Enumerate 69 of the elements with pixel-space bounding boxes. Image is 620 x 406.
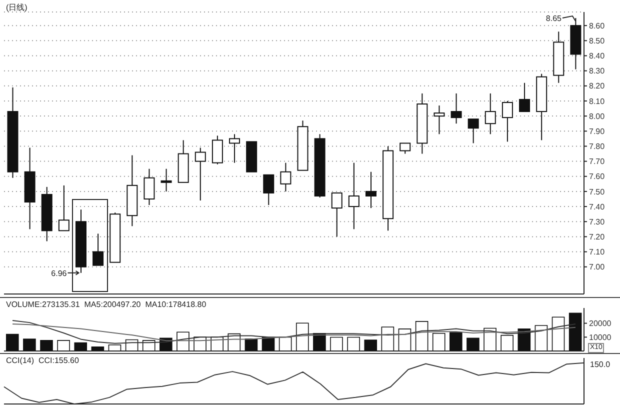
- y-tick-label: 7.00: [589, 262, 606, 272]
- y-tick-label: 7.30: [589, 217, 606, 226]
- candlestick: [484, 92, 496, 135]
- candlestick: [450, 92, 462, 124]
- y-tick-label: 8.40: [589, 52, 606, 61]
- line-series: [12, 323, 576, 342]
- bar: [552, 316, 565, 351]
- candlestick: [331, 192, 342, 238]
- bar: [398, 328, 412, 351]
- chart-title: CCI(14) CCI:155.60: [6, 356, 79, 365]
- bar: [108, 344, 122, 351]
- candlestick: [92, 233, 104, 266]
- text: 150.0: [590, 360, 610, 369]
- chart-title: (日线): [6, 2, 28, 13]
- candlestick: [160, 168, 172, 192]
- candlestick: [194, 147, 206, 202]
- bar: [415, 321, 428, 351]
- y-tick-label: 8.10: [589, 96, 606, 106]
- bar: [364, 340, 378, 351]
- y-tick-label: 8.50: [589, 36, 606, 46]
- candlestick: [502, 100, 513, 142]
- line-series: [12, 320, 576, 344]
- chart-title: VOLUME:273135.31 MA5:200497.20 MA10:178418.80: [6, 300, 206, 309]
- bar: [500, 334, 514, 351]
- annotation: 8.65: [546, 14, 562, 24]
- candlestick: [519, 82, 530, 112]
- bar: [568, 312, 582, 351]
- y-tick-label: 7.70: [589, 157, 606, 166]
- candlestick: [468, 118, 479, 144]
- bar: [176, 332, 190, 351]
- candlestick: [229, 134, 240, 164]
- y-tick-label: 8.20: [589, 82, 606, 91]
- y-tick-label: 8.30: [589, 66, 606, 76]
- bar: [534, 325, 548, 351]
- candlestick: [348, 162, 360, 230]
- bar: [450, 332, 462, 351]
- candlestick: [212, 135, 223, 165]
- y-tick-label: 8.00: [589, 112, 606, 121]
- annotation: 6.96: [51, 268, 68, 278]
- y-tick-label: 7.60: [589, 172, 606, 182]
- candlestick: [400, 142, 411, 154]
- bar: [57, 340, 70, 351]
- candlestick: [434, 104, 445, 135]
- bar: [278, 336, 292, 351]
- y-tick-label: 8.60: [589, 21, 606, 30]
- y-tick-label: 7.40: [589, 202, 606, 212]
- candlestick: [365, 171, 376, 209]
- y-tick-label: 20000: [589, 319, 612, 328]
- y-tick-label: 7.80: [589, 142, 606, 152]
- y-tick-label: 7.90: [589, 126, 606, 136]
- y-tick-label: 7.20: [589, 232, 606, 242]
- candlestick: [280, 162, 292, 192]
- bar: [6, 334, 19, 351]
- y-tick-label: 7.50: [589, 187, 606, 196]
- candlestick: [58, 184, 70, 232]
- bar: [40, 340, 53, 351]
- bar: [296, 322, 309, 351]
- bar: [23, 338, 36, 351]
- candlestick: [263, 174, 274, 206]
- bar: [381, 326, 394, 351]
- y-tick-label: 7.10: [589, 248, 606, 257]
- bar: [347, 336, 360, 351]
- y-tick-label: 10000: [589, 332, 612, 342]
- bar: [466, 338, 480, 351]
- bar: [432, 332, 446, 351]
- candlestick: [144, 168, 155, 206]
- bar: [74, 342, 88, 351]
- bar: [330, 336, 343, 351]
- bar: [484, 328, 496, 351]
